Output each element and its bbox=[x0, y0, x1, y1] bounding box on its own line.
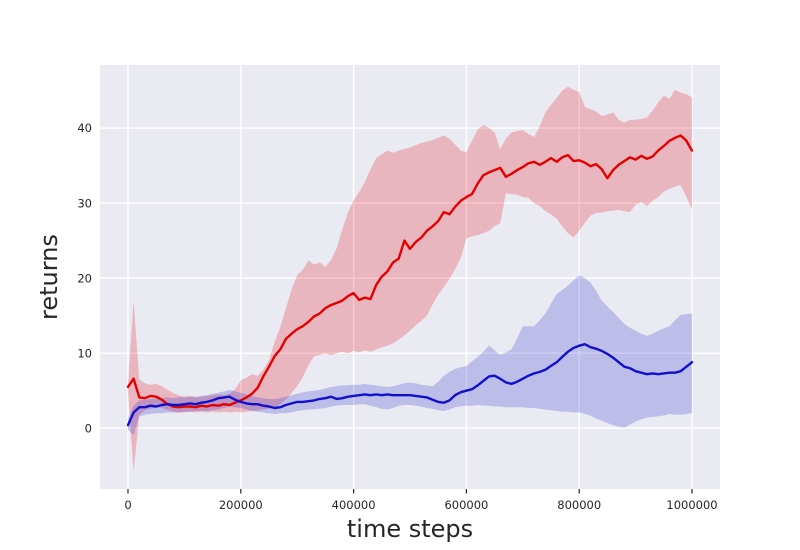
confidence-bands bbox=[128, 86, 692, 472]
series-lines bbox=[126, 134, 694, 427]
blue-series-band bbox=[128, 275, 692, 435]
y-axis-label: returns bbox=[35, 234, 63, 320]
x-tick-label: 400000 bbox=[332, 498, 376, 512]
y-tick-labels: 0 10 20 30 40 bbox=[77, 121, 92, 435]
y-tick-label: 20 bbox=[77, 271, 92, 285]
x-tick-label: 800000 bbox=[557, 498, 601, 512]
x-tick-label: 600000 bbox=[444, 498, 488, 512]
gridlines bbox=[100, 65, 720, 489]
x-axis-label: time steps bbox=[347, 515, 473, 543]
x-tick-label: 200000 bbox=[219, 498, 263, 512]
x-tick-label: 0 bbox=[124, 498, 131, 512]
x-tick-labels: 0 200000 400000 600000 800000 1000000 bbox=[124, 498, 717, 512]
y-tick-label: 30 bbox=[77, 196, 92, 210]
x-tick-marks bbox=[127, 489, 693, 494]
y-tick-label: 10 bbox=[77, 346, 92, 360]
y-tick-label: 0 bbox=[85, 421, 92, 435]
red-series-line bbox=[126, 134, 694, 409]
x-tick-label: 1000000 bbox=[666, 498, 717, 512]
y-tick-label: 40 bbox=[77, 121, 92, 135]
red-series-band bbox=[128, 86, 692, 472]
blue-series-line bbox=[126, 343, 694, 427]
plot-area bbox=[100, 65, 720, 489]
